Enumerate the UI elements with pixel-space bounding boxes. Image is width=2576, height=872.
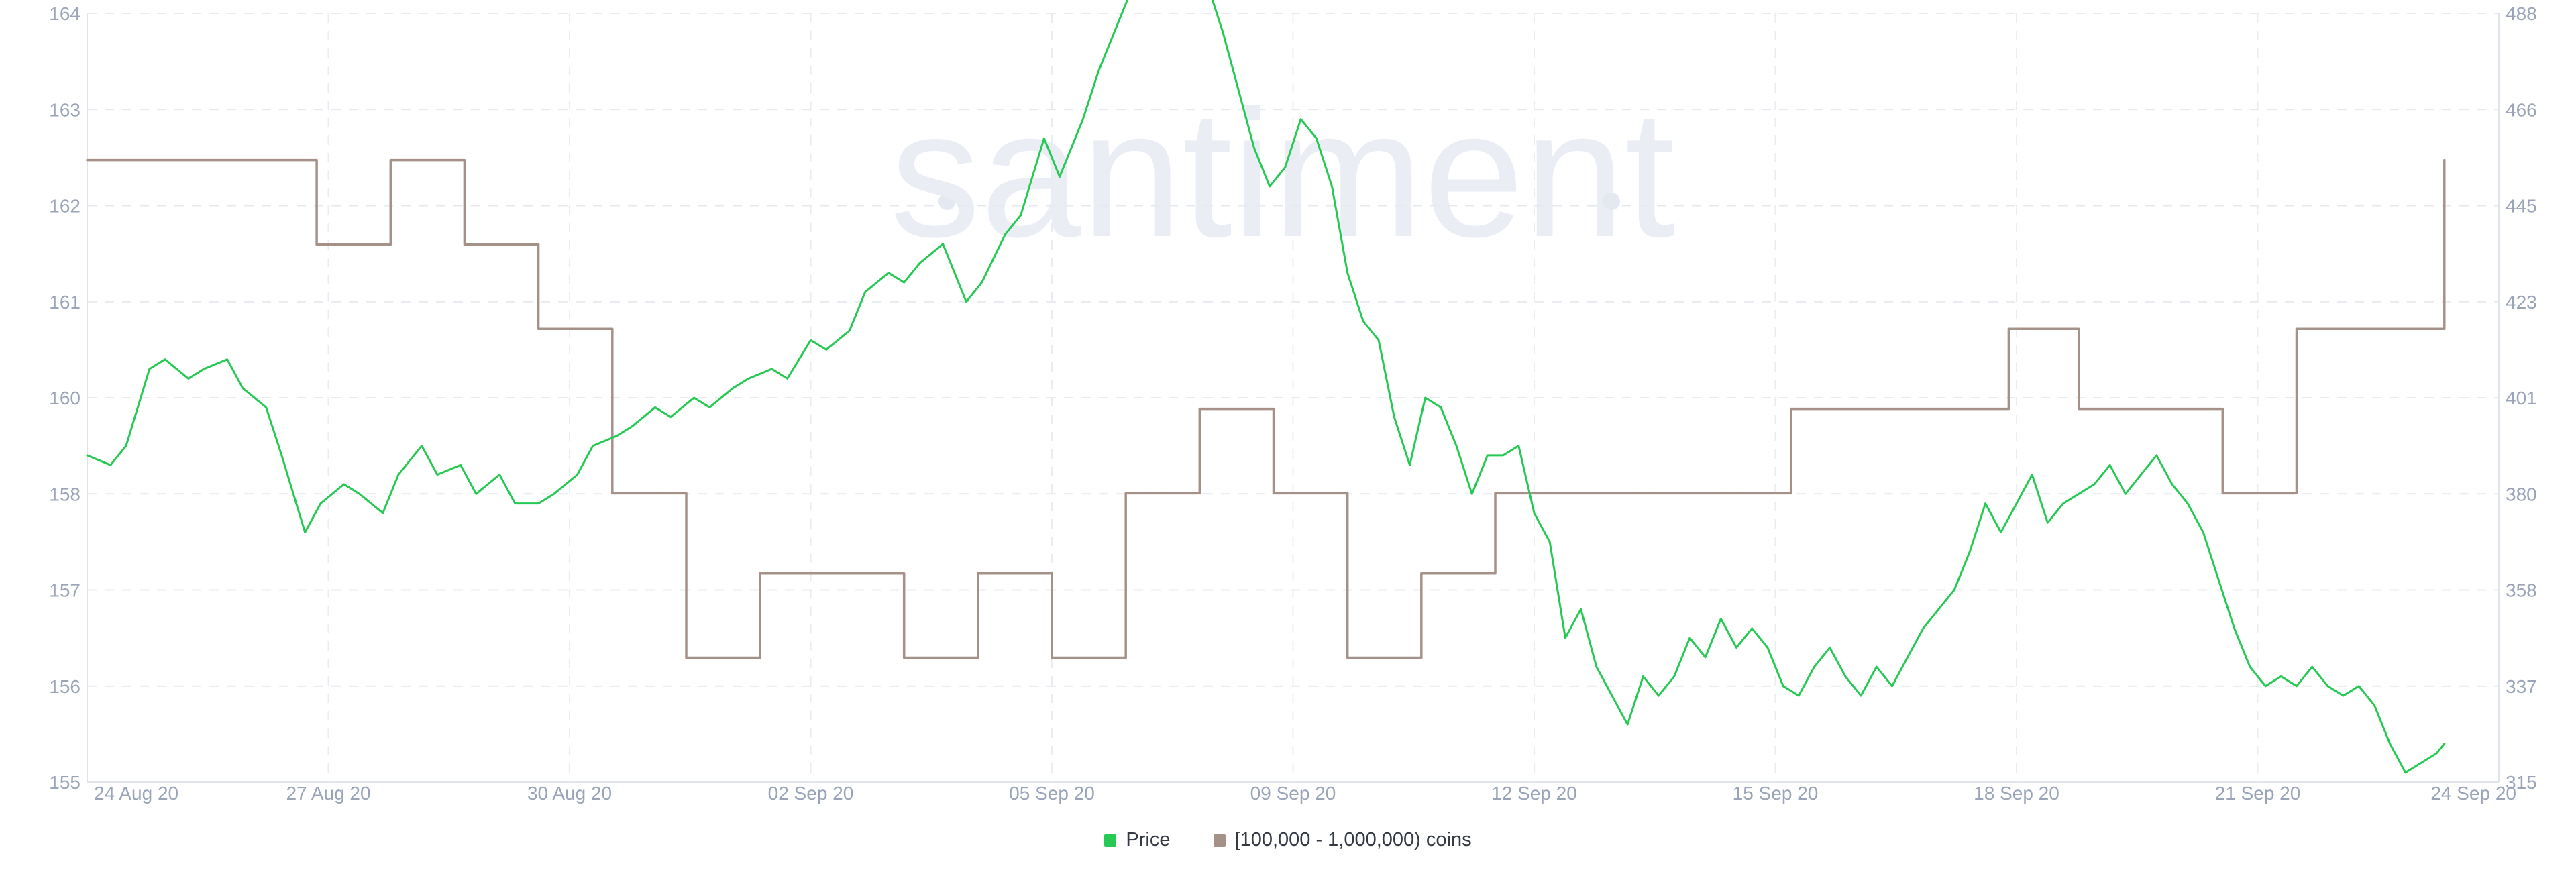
y-right-tick-label: 488	[2506, 3, 2537, 24]
watermark: santiment	[890, 73, 1676, 275]
y-left-tick-label: 160	[49, 388, 80, 408]
y-left-tick-label: 163	[49, 99, 80, 120]
x-tick-label: 30 Aug 20	[527, 783, 612, 804]
y-right-tick-label: 380	[2506, 484, 2537, 504]
x-tick-label: 05 Sep 20	[1009, 783, 1095, 804]
legend-label-holders: [100,000 - 1,000,000) coins	[1234, 829, 1472, 851]
x-tick-label: 24 Sep 20	[2430, 783, 2516, 804]
x-tick-label: 09 Sep 20	[1250, 783, 1336, 804]
axes: 155 315 156 337 157 358 158 380 160 401 161 423 162 4…	[49, 3, 2536, 804]
holders-series-line	[86, 158, 2446, 659]
y-right-tick-label: 445	[2506, 196, 2537, 217]
price-series-line	[86, 0, 2446, 774]
x-tick-label: 27 Aug 20	[286, 783, 370, 804]
y-left-tick-label: 158	[49, 484, 80, 504]
x-tick-label: 21 Sep 20	[2215, 783, 2301, 804]
watermark-text: santiment	[890, 73, 1676, 275]
y-right-tick-label: 423	[2506, 292, 2537, 313]
y-left-tick-label: 164	[49, 3, 80, 24]
y-left-tick-label: 161	[49, 292, 80, 313]
y-right-tick-label: 401	[2506, 388, 2537, 408]
x-tick-label: 18 Sep 20	[1974, 783, 2059, 804]
y-left-tick-label: 157	[49, 580, 80, 601]
x-tick-label: 15 Sep 20	[1733, 783, 1819, 804]
y-left-tick-label: 156	[49, 676, 80, 697]
x-tick-label: 02 Sep 20	[768, 783, 854, 804]
legend-item-holders[interactable]: [100,000 - 1,000,000) coins	[1213, 829, 1472, 851]
series	[86, 0, 2446, 774]
legend-item-price[interactable]: Price	[1104, 829, 1170, 851]
y-right-tick-label: 466	[2506, 99, 2537, 120]
y-right-tick-label: 315	[2506, 772, 2537, 793]
x-tick-label: 24 Aug 20	[94, 783, 178, 804]
legend-swatch-holders	[1213, 834, 1226, 847]
y-left-tick-label: 155	[49, 772, 80, 793]
legend: Price [100,000 - 1,000,000) coins	[0, 829, 2576, 851]
x-tick-label: 12 Sep 20	[1491, 783, 1577, 804]
watermark-dot-right	[1603, 193, 1620, 210]
y-right-tick-label: 358	[2506, 580, 2537, 601]
legend-swatch-price	[1104, 834, 1117, 847]
legend-label-price: Price	[1126, 829, 1171, 851]
y-left-tick-label: 162	[49, 196, 80, 217]
y-right-tick-label: 337	[2506, 676, 2537, 697]
